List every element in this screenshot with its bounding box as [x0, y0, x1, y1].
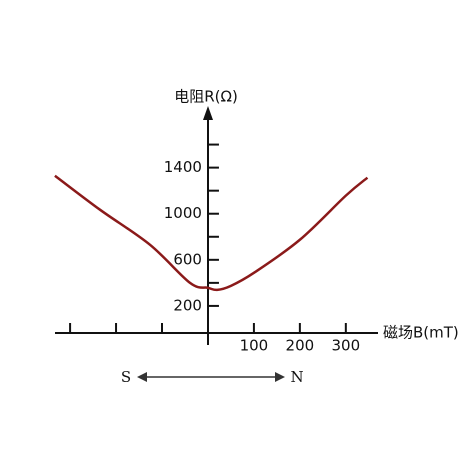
y-tick-label: 1000 [164, 204, 202, 222]
y-tick-label: 600 [173, 250, 202, 268]
x-tick-label: 100 [240, 337, 269, 355]
y-tick-label: 1400 [164, 158, 202, 176]
y-axis-label: 电阻R(Ω) [174, 88, 238, 106]
data-line [54, 174, 369, 292]
annotation: S [121, 368, 131, 386]
arrow-head [137, 372, 147, 382]
x-axis-label: 磁场B(mT) [383, 324, 459, 342]
annotation: N [290, 368, 303, 386]
y-axis-arrow [203, 106, 213, 120]
x-tick-label: 300 [332, 337, 361, 355]
x-tick-label: 200 [286, 337, 315, 355]
y-tick-label: 200 [173, 296, 202, 314]
arrow-head [275, 372, 285, 382]
